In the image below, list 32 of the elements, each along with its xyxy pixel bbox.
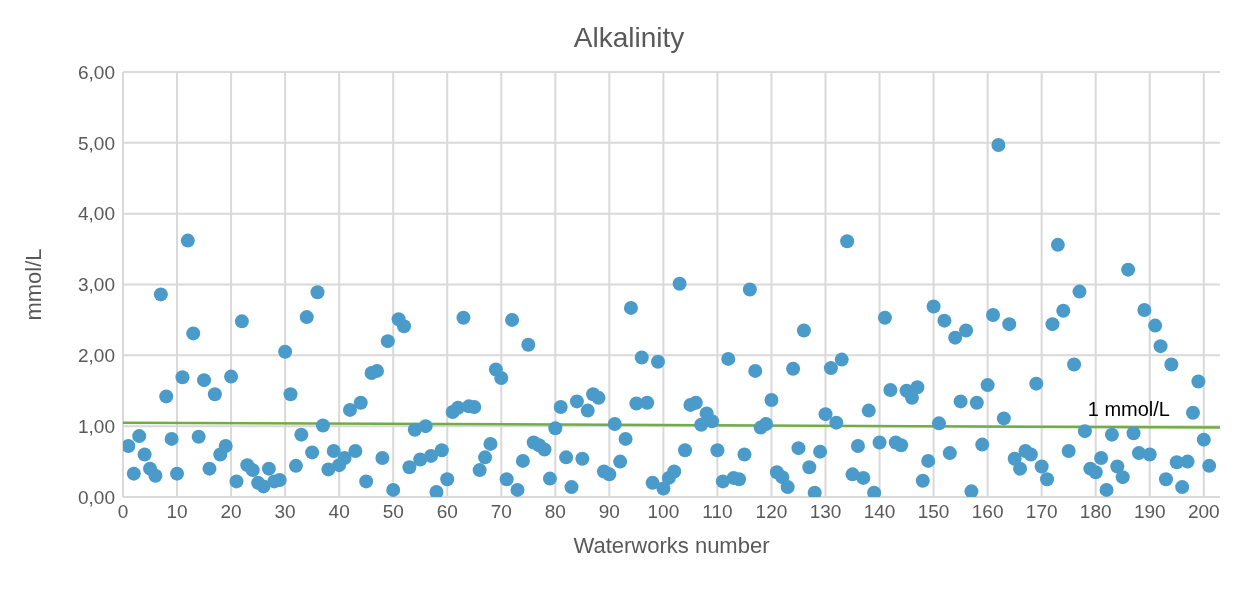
x-tick-label: 80 xyxy=(544,501,566,523)
x-tick-label: 120 xyxy=(755,501,788,523)
chart-title: Alkalinity xyxy=(572,21,686,55)
x-tick-label: 200 xyxy=(1187,501,1220,523)
x-tick-label: 190 xyxy=(1133,501,1166,523)
x-tick-label: 150 xyxy=(917,501,950,523)
x-tick-label: 180 xyxy=(1079,501,1112,523)
x-axis-title: Waterworks number xyxy=(573,533,770,558)
y-tick-label: 4,00 xyxy=(78,203,115,225)
y-tick-label: 2,00 xyxy=(78,345,115,367)
x-tick-label: 90 xyxy=(598,501,620,523)
y-tick-label: 6,00 xyxy=(78,61,115,83)
x-tick-label: 170 xyxy=(1025,501,1058,523)
x-tick-label: 160 xyxy=(971,501,1004,523)
x-tick-label: 100 xyxy=(647,501,680,523)
x-tick-label: 60 xyxy=(436,501,458,523)
series-label: 1 mmol/L xyxy=(1087,397,1170,420)
x-tick-label: 140 xyxy=(863,501,896,523)
x-tick-label: 20 xyxy=(220,501,242,523)
y-tick-label: 5,00 xyxy=(78,132,115,154)
y-axis-title: mmol/L xyxy=(20,248,46,321)
x-tick-label: 0 xyxy=(117,501,129,523)
x-tick-label: 10 xyxy=(166,501,188,523)
y-tick-label: 0,00 xyxy=(78,486,115,508)
x-tick-label: 50 xyxy=(382,501,404,523)
x-tick-label: 40 xyxy=(328,501,350,523)
x-tick-label: 130 xyxy=(809,501,842,523)
x-tick-label: 110 xyxy=(702,501,733,523)
y-tick-label: 1,00 xyxy=(78,415,115,437)
x-tick-label: 30 xyxy=(274,501,296,523)
y-tick-label: 3,00 xyxy=(78,274,115,296)
x-tick-label: 70 xyxy=(490,501,512,523)
